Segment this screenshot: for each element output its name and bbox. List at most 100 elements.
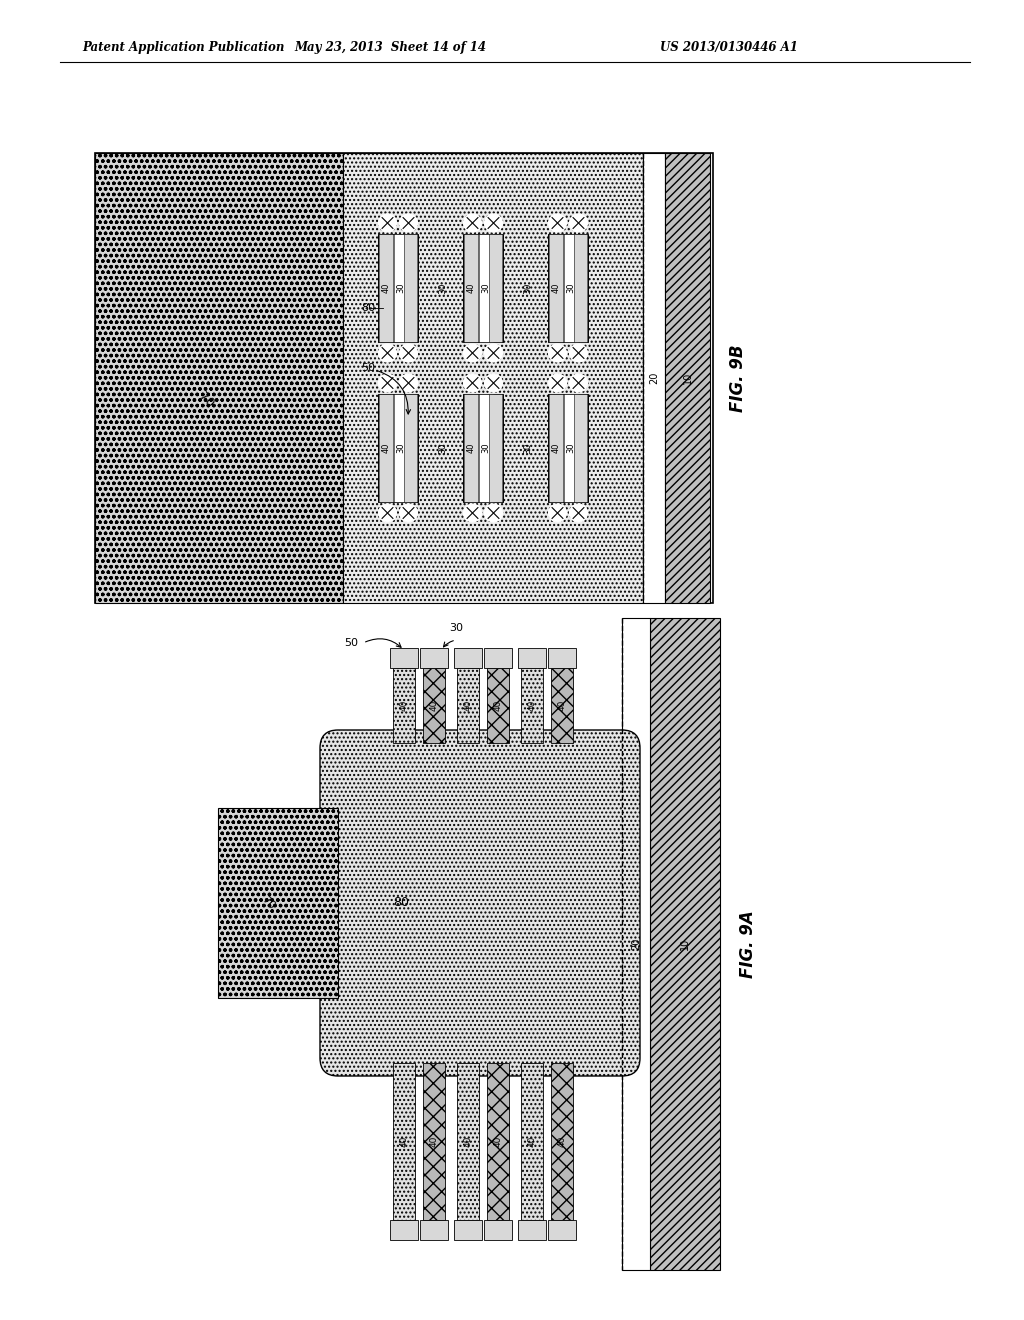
Bar: [549, 393, 563, 502]
Circle shape: [549, 374, 566, 392]
Text: 30: 30: [523, 442, 532, 454]
FancyArrowPatch shape: [378, 371, 411, 414]
Text: 70: 70: [260, 895, 276, 912]
Bar: [574, 234, 587, 342]
Bar: [378, 393, 418, 502]
Text: 40: 40: [557, 1135, 566, 1147]
Bar: [549, 234, 563, 342]
Circle shape: [464, 214, 481, 232]
Text: May 23, 2013  Sheet 14 of 14: May 23, 2013 Sheet 14 of 14: [294, 41, 486, 54]
Text: 30: 30: [449, 623, 463, 634]
Bar: [394, 234, 408, 342]
Bar: [551, 1063, 573, 1220]
Bar: [218, 808, 338, 998]
Bar: [479, 393, 493, 502]
Bar: [404, 234, 417, 342]
Bar: [518, 1220, 546, 1239]
Bar: [463, 234, 503, 342]
Text: 40: 40: [399, 1135, 409, 1147]
Bar: [420, 648, 449, 668]
Text: 30: 30: [438, 282, 447, 294]
Text: 10: 10: [680, 939, 690, 950]
Bar: [484, 648, 512, 668]
Bar: [521, 1063, 543, 1220]
Bar: [463, 393, 503, 502]
Text: 40: 40: [467, 442, 475, 453]
Bar: [564, 393, 578, 502]
Bar: [378, 234, 418, 342]
Bar: [454, 648, 482, 668]
Text: Patent Application Publication: Patent Application Publication: [82, 41, 285, 54]
Text: 30: 30: [523, 282, 532, 294]
Text: FIG. 9B: FIG. 9B: [729, 345, 746, 412]
Text: 40: 40: [464, 700, 472, 711]
Bar: [420, 1220, 449, 1239]
Bar: [464, 393, 478, 502]
Bar: [390, 1220, 418, 1239]
Bar: [423, 668, 445, 743]
Bar: [464, 234, 478, 342]
Bar: [95, 153, 713, 603]
Bar: [390, 648, 418, 668]
Bar: [484, 1220, 512, 1239]
Bar: [548, 234, 588, 342]
Text: 40: 40: [429, 700, 438, 711]
Text: 30: 30: [396, 442, 406, 453]
Text: 40: 40: [382, 282, 390, 293]
Bar: [548, 393, 588, 502]
Text: 40: 40: [464, 1135, 472, 1147]
Bar: [548, 648, 575, 668]
Bar: [379, 393, 393, 502]
Text: 30: 30: [566, 282, 575, 293]
Circle shape: [399, 504, 418, 521]
Bar: [650, 618, 720, 1270]
Bar: [487, 668, 509, 743]
Text: 30: 30: [481, 282, 490, 293]
Bar: [423, 1063, 445, 1220]
Bar: [379, 234, 393, 342]
Circle shape: [379, 504, 396, 521]
Bar: [574, 393, 587, 502]
Text: 40: 40: [527, 1135, 537, 1147]
Bar: [457, 668, 479, 743]
Bar: [665, 153, 710, 603]
Text: 20: 20: [631, 937, 641, 950]
Bar: [489, 393, 502, 502]
Text: 40: 40: [494, 700, 503, 711]
Bar: [457, 1063, 479, 1220]
Bar: [622, 618, 650, 1270]
Circle shape: [484, 374, 503, 392]
Bar: [95, 153, 343, 603]
Text: 80: 80: [393, 896, 409, 909]
Text: 20: 20: [649, 372, 659, 384]
Circle shape: [549, 504, 566, 521]
Circle shape: [464, 374, 481, 392]
Bar: [343, 153, 643, 603]
Circle shape: [399, 374, 418, 392]
Text: 30: 30: [438, 442, 447, 454]
Bar: [487, 1063, 509, 1220]
Text: 40: 40: [557, 700, 566, 711]
Text: 30: 30: [481, 442, 490, 453]
Text: 80: 80: [361, 304, 375, 313]
Text: 40: 40: [429, 1135, 438, 1147]
Circle shape: [399, 345, 418, 362]
Bar: [454, 1220, 482, 1239]
Circle shape: [569, 214, 588, 232]
Text: 40: 40: [382, 442, 390, 453]
Circle shape: [464, 345, 481, 362]
Text: 40: 40: [527, 700, 537, 711]
Circle shape: [379, 214, 396, 232]
Circle shape: [484, 345, 503, 362]
Text: 70: 70: [197, 391, 217, 411]
Circle shape: [569, 345, 588, 362]
Text: 30: 30: [396, 282, 406, 293]
Text: 30: 30: [566, 442, 575, 453]
Text: FIG. 9A: FIG. 9A: [739, 909, 757, 978]
Circle shape: [569, 374, 588, 392]
Bar: [521, 668, 543, 743]
Text: 40: 40: [467, 282, 475, 293]
Text: 50: 50: [344, 638, 358, 648]
Text: 40: 40: [494, 1135, 503, 1147]
Bar: [548, 1220, 575, 1239]
